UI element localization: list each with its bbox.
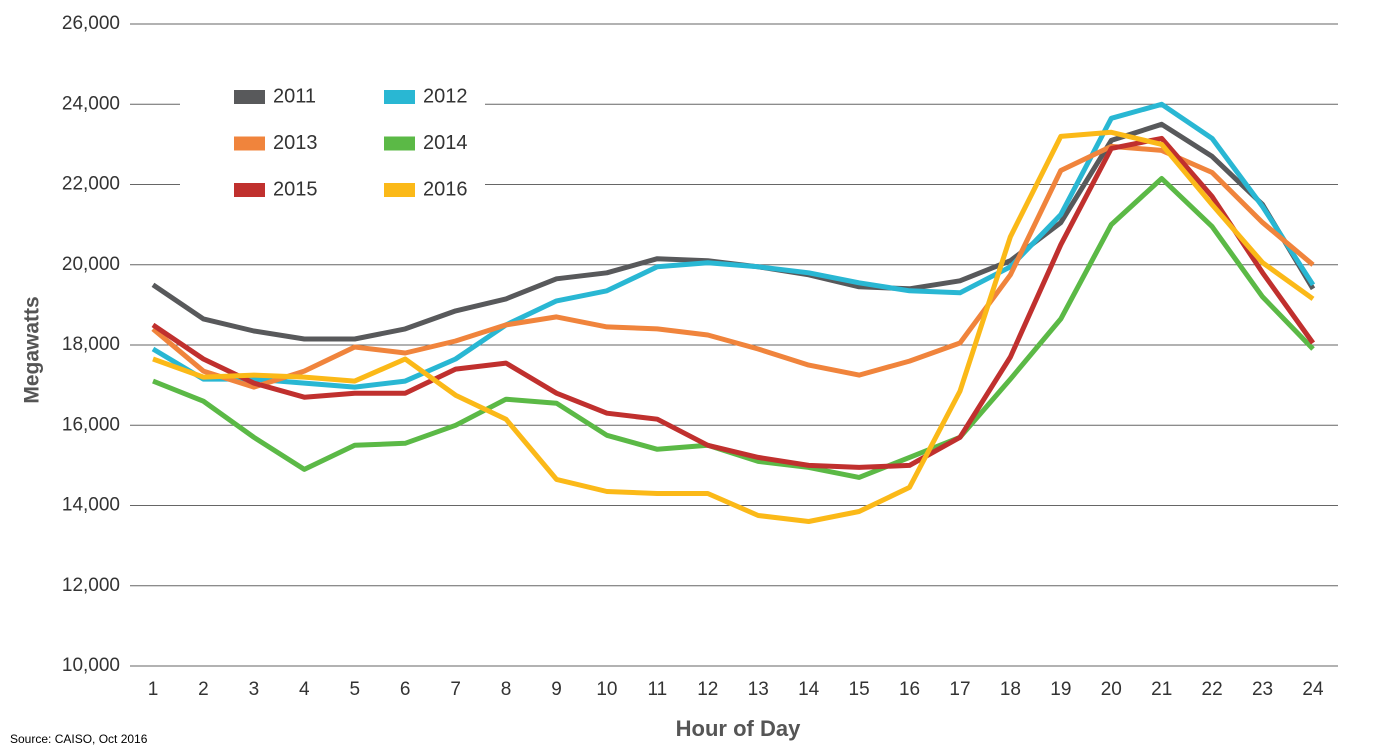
y-tick-label: 22,000 — [62, 174, 120, 195]
legend-swatch — [384, 136, 415, 151]
y-tick-label: 16,000 — [62, 414, 120, 435]
legend-swatch — [384, 90, 415, 104]
y-tick-label: 12,000 — [62, 575, 120, 596]
series-line — [151, 101, 1316, 390]
x-tick-label: 23 — [1252, 679, 1273, 700]
y-tick-label: 24,000 — [62, 93, 120, 114]
x-tick-label: 15 — [849, 679, 870, 700]
x-tick-label: 22 — [1202, 679, 1223, 700]
source-note: Source: CAISO, Oct 2016 — [10, 732, 148, 746]
series-line — [152, 129, 1315, 524]
y-tick-label: 14,000 — [62, 495, 120, 516]
x-tick-label: 1 — [148, 679, 159, 700]
x-axis-title: Hour of Day — [676, 716, 801, 741]
x-tick-label: 20 — [1101, 679, 1122, 700]
x-tick-label: 13 — [748, 679, 769, 700]
x-tick-label: 8 — [501, 679, 512, 700]
y-tick-label: 20,000 — [62, 254, 120, 275]
y-tick-label: 26,000 — [62, 13, 120, 34]
legend-swatch — [234, 90, 265, 104]
x-tick-label: 10 — [596, 679, 617, 700]
x-tick-label: 5 — [349, 679, 360, 700]
y-tick-label: 10,000 — [62, 655, 120, 676]
legend-label: 2013 — [273, 132, 318, 154]
x-tick-label: 7 — [450, 679, 461, 700]
legend-label: 2011 — [273, 85, 316, 107]
legend-label: 2016 — [423, 178, 468, 200]
legend-label: 2014 — [423, 132, 468, 154]
x-tick-label: 18 — [1000, 679, 1021, 700]
legend-label: 2012 — [423, 85, 468, 107]
x-tick-label: 24 — [1302, 679, 1324, 700]
x-tick-label: 6 — [400, 679, 411, 700]
x-tick-label: 3 — [249, 679, 260, 700]
x-tick-label: 14 — [798, 679, 820, 700]
x-tick-label: 16 — [899, 679, 920, 700]
legend-label: 2015 — [273, 178, 318, 200]
x-tick-label: 19 — [1050, 679, 1071, 700]
x-tick-label: 2 — [198, 679, 209, 700]
x-tick-label: 12 — [697, 679, 718, 700]
x-tick-label: 9 — [551, 679, 562, 700]
x-tick-label: 21 — [1151, 679, 1172, 700]
legend-background — [180, 78, 485, 213]
x-tick-label: 4 — [299, 679, 310, 700]
legend-swatch — [234, 136, 265, 151]
series-line — [151, 135, 1316, 470]
legend-swatch — [384, 183, 415, 197]
x-tick-label: 17 — [949, 679, 970, 700]
y-tick-label: 18,000 — [62, 334, 120, 355]
y-axis-title: Megawatts — [21, 296, 44, 403]
x-tick-label: 11 — [647, 679, 667, 700]
legend-swatch — [234, 183, 265, 197]
